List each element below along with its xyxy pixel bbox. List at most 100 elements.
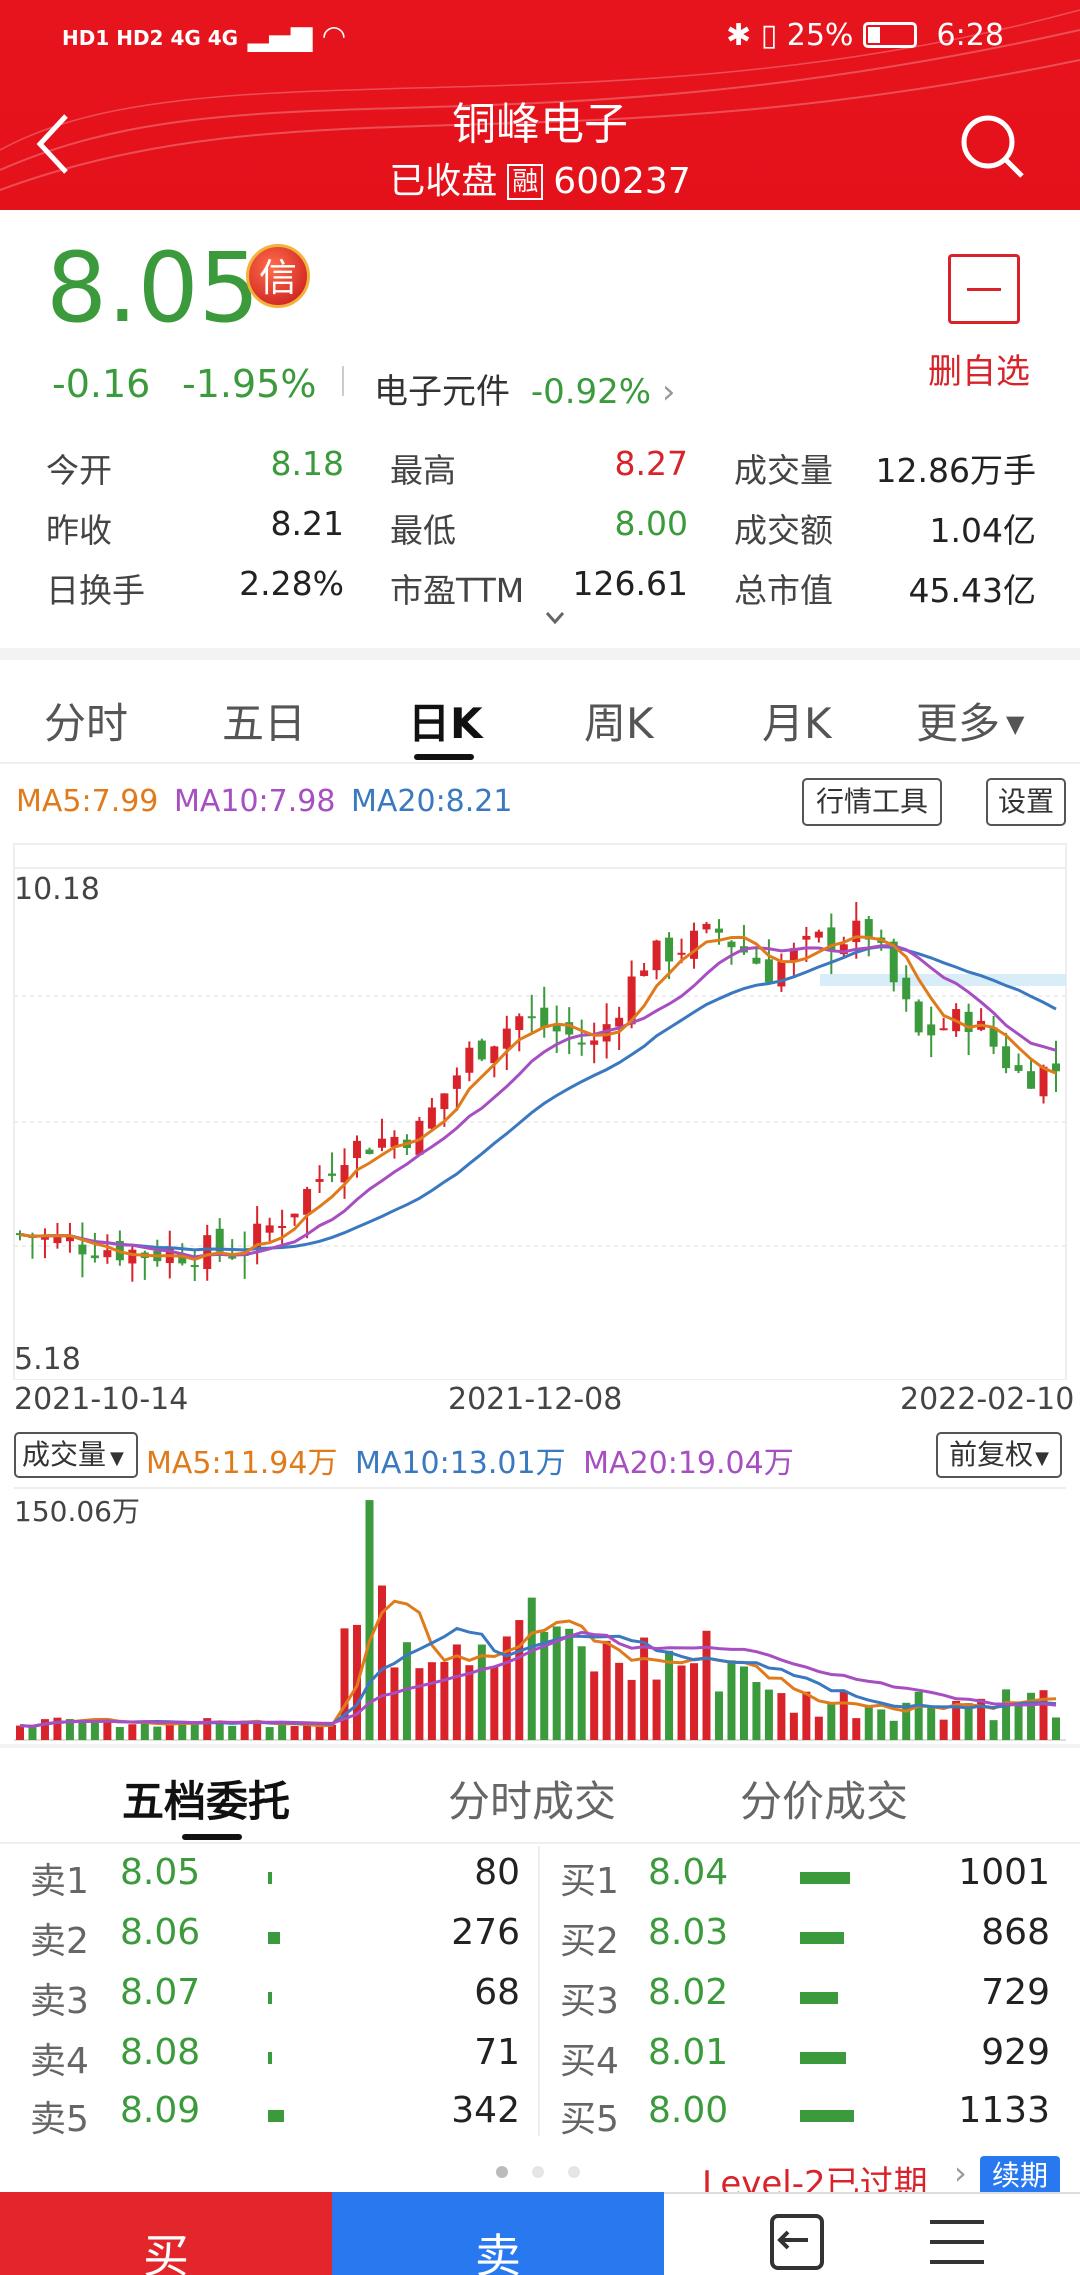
stat-value: 1.04亿 bbox=[929, 511, 1036, 550]
buy-volume-bar bbox=[800, 1932, 844, 1944]
adjust-selector[interactable]: 前复权 ▼ bbox=[936, 1432, 1062, 1478]
candle-body bbox=[802, 935, 811, 940]
candle-body bbox=[989, 1027, 998, 1047]
stat-value: 45.43亿 bbox=[908, 571, 1036, 610]
tab-daily-k[interactable]: 日K bbox=[408, 699, 483, 748]
sell-level-qty: 276 bbox=[451, 1912, 520, 1953]
credit-badge-icon[interactable]: 信 bbox=[246, 244, 310, 308]
ob-tab-indicator bbox=[182, 1834, 242, 1840]
volume-chart[interactable] bbox=[0, 1486, 1080, 1742]
candle-body bbox=[1002, 1046, 1011, 1069]
header-wave-decoration bbox=[0, 9, 1080, 191]
volume-bar bbox=[764, 1689, 773, 1740]
caret-down-icon: ▼ bbox=[1006, 710, 1025, 738]
sector-change: -0.92% bbox=[530, 372, 652, 412]
kline-date-mid: 2021-12-08 bbox=[448, 1382, 623, 1417]
sell-level-price: 8.08 bbox=[120, 2032, 201, 2073]
vibrate-icon: ▯ bbox=[760, 18, 778, 53]
sell-level-label: 卖4 bbox=[30, 2041, 89, 2082]
candle-body bbox=[627, 976, 636, 1025]
volume-bar bbox=[527, 1597, 536, 1740]
candle-body bbox=[640, 970, 649, 976]
sector-name: 电子元件 bbox=[374, 372, 510, 412]
volume-bar bbox=[103, 1718, 112, 1740]
candle-body bbox=[914, 1001, 923, 1033]
sell-level-price: 8.05 bbox=[120, 1852, 201, 1893]
volume-bar bbox=[128, 1724, 137, 1740]
candle-body bbox=[128, 1249, 137, 1264]
ma5-line bbox=[19, 935, 1057, 1261]
volume-bar bbox=[203, 1718, 212, 1740]
volume-bar bbox=[565, 1628, 574, 1740]
tab-more[interactable]: 更多 ▼ bbox=[916, 690, 1024, 751]
settings-button[interactable]: 设置 bbox=[986, 778, 1066, 826]
vol-ma5: MA5:11.94万 bbox=[146, 1446, 338, 1481]
volume-bar bbox=[303, 1724, 312, 1740]
sell-volume-bar bbox=[268, 1932, 280, 1944]
margin-badge: 融 bbox=[507, 164, 544, 200]
volume-bar bbox=[90, 1721, 99, 1740]
candle-body bbox=[939, 1028, 948, 1031]
tab-monthly-k[interactable]: 月K bbox=[762, 699, 832, 748]
renew-button[interactable]: 续期 bbox=[980, 2156, 1060, 2196]
candle-body bbox=[265, 1225, 274, 1233]
section-divider bbox=[0, 1744, 1080, 1748]
candle-body bbox=[1027, 1071, 1036, 1089]
buy-button[interactable]: 买 bbox=[0, 2192, 332, 2275]
volume-bar bbox=[590, 1671, 599, 1740]
volume-bar bbox=[914, 1691, 923, 1740]
buy-level-qty: 1001 bbox=[958, 1852, 1050, 1893]
tabs-divider bbox=[0, 762, 1080, 764]
buy-level-label: 买3 bbox=[560, 1981, 619, 2022]
volume-bar bbox=[577, 1646, 586, 1740]
buy-level-price: 8.04 bbox=[648, 1852, 729, 1893]
stat-label: 总市值 bbox=[734, 571, 833, 610]
kline-ymax: 10.18 bbox=[14, 872, 100, 907]
price-change: -0.16 bbox=[52, 362, 151, 406]
ma5-value: MA5:7.99 bbox=[16, 784, 159, 819]
tab-intraday[interactable]: 分时 bbox=[44, 699, 129, 748]
volume-ma-legend: MA5:11.94万 MA10:13.01万 MA20:19.04万 bbox=[146, 1438, 794, 1482]
volume-bar bbox=[490, 1666, 499, 1740]
candle-body bbox=[16, 1233, 24, 1236]
stat-label: 成交额 bbox=[734, 511, 833, 550]
tab-five-day[interactable]: 五日 bbox=[222, 699, 307, 748]
sell-level-qty: 342 bbox=[451, 2090, 520, 2131]
candle-body bbox=[90, 1255, 99, 1259]
sector-link[interactable]: 电子元件 -0.92% › bbox=[374, 364, 676, 413]
indicator-selector[interactable]: 成交量 ▼ bbox=[14, 1432, 138, 1478]
candlestick-chart[interactable] bbox=[0, 840, 1080, 1380]
volume-ma10-line bbox=[19, 1626, 1057, 1728]
volume-bar bbox=[952, 1700, 961, 1740]
volume-bar bbox=[1027, 1692, 1036, 1740]
expand-chevron-icon[interactable] bbox=[544, 610, 566, 626]
volume-bar bbox=[1052, 1717, 1060, 1740]
search-icon[interactable] bbox=[958, 112, 1028, 182]
kline-date-start: 2021-10-14 bbox=[14, 1382, 189, 1417]
candle-body bbox=[353, 1140, 362, 1159]
back-arrow-icon[interactable] bbox=[34, 112, 74, 176]
tab-order-book[interactable]: 五档委托 bbox=[122, 1777, 291, 1826]
market-tools-button[interactable]: 行情工具 bbox=[802, 778, 942, 826]
volume-bar bbox=[452, 1644, 461, 1740]
tab-intraday-trades[interactable]: 分时成交 bbox=[448, 1777, 617, 1826]
tab-price-trades[interactable]: 分价成交 bbox=[740, 1777, 909, 1826]
candle-body bbox=[602, 1024, 611, 1042]
buy-level-qty: 729 bbox=[981, 1972, 1050, 2013]
volume-bar bbox=[190, 1724, 199, 1740]
tab-weekly-k[interactable]: 周K bbox=[584, 699, 654, 748]
sell-level-qty: 80 bbox=[474, 1852, 520, 1893]
buy-volume-bar bbox=[800, 2110, 854, 2122]
volume-bar bbox=[827, 1702, 836, 1740]
remove-favorite-label[interactable]: 删自选 bbox=[928, 352, 1030, 392]
buy-volume-bar bbox=[800, 1992, 838, 2004]
volume-bar bbox=[153, 1726, 162, 1740]
menu-icon[interactable] bbox=[928, 2216, 986, 2268]
volume-bar bbox=[615, 1662, 624, 1740]
remove-favorite-button[interactable] bbox=[948, 254, 1020, 324]
signal-icon: ▂▄▆ bbox=[247, 19, 313, 52]
switch-icon[interactable] bbox=[768, 2212, 826, 2272]
ob-divider bbox=[0, 1842, 1080, 1844]
sell-button[interactable]: 卖 bbox=[332, 2192, 664, 2275]
kline-date-end: 2022-02-10 bbox=[900, 1382, 1075, 1417]
